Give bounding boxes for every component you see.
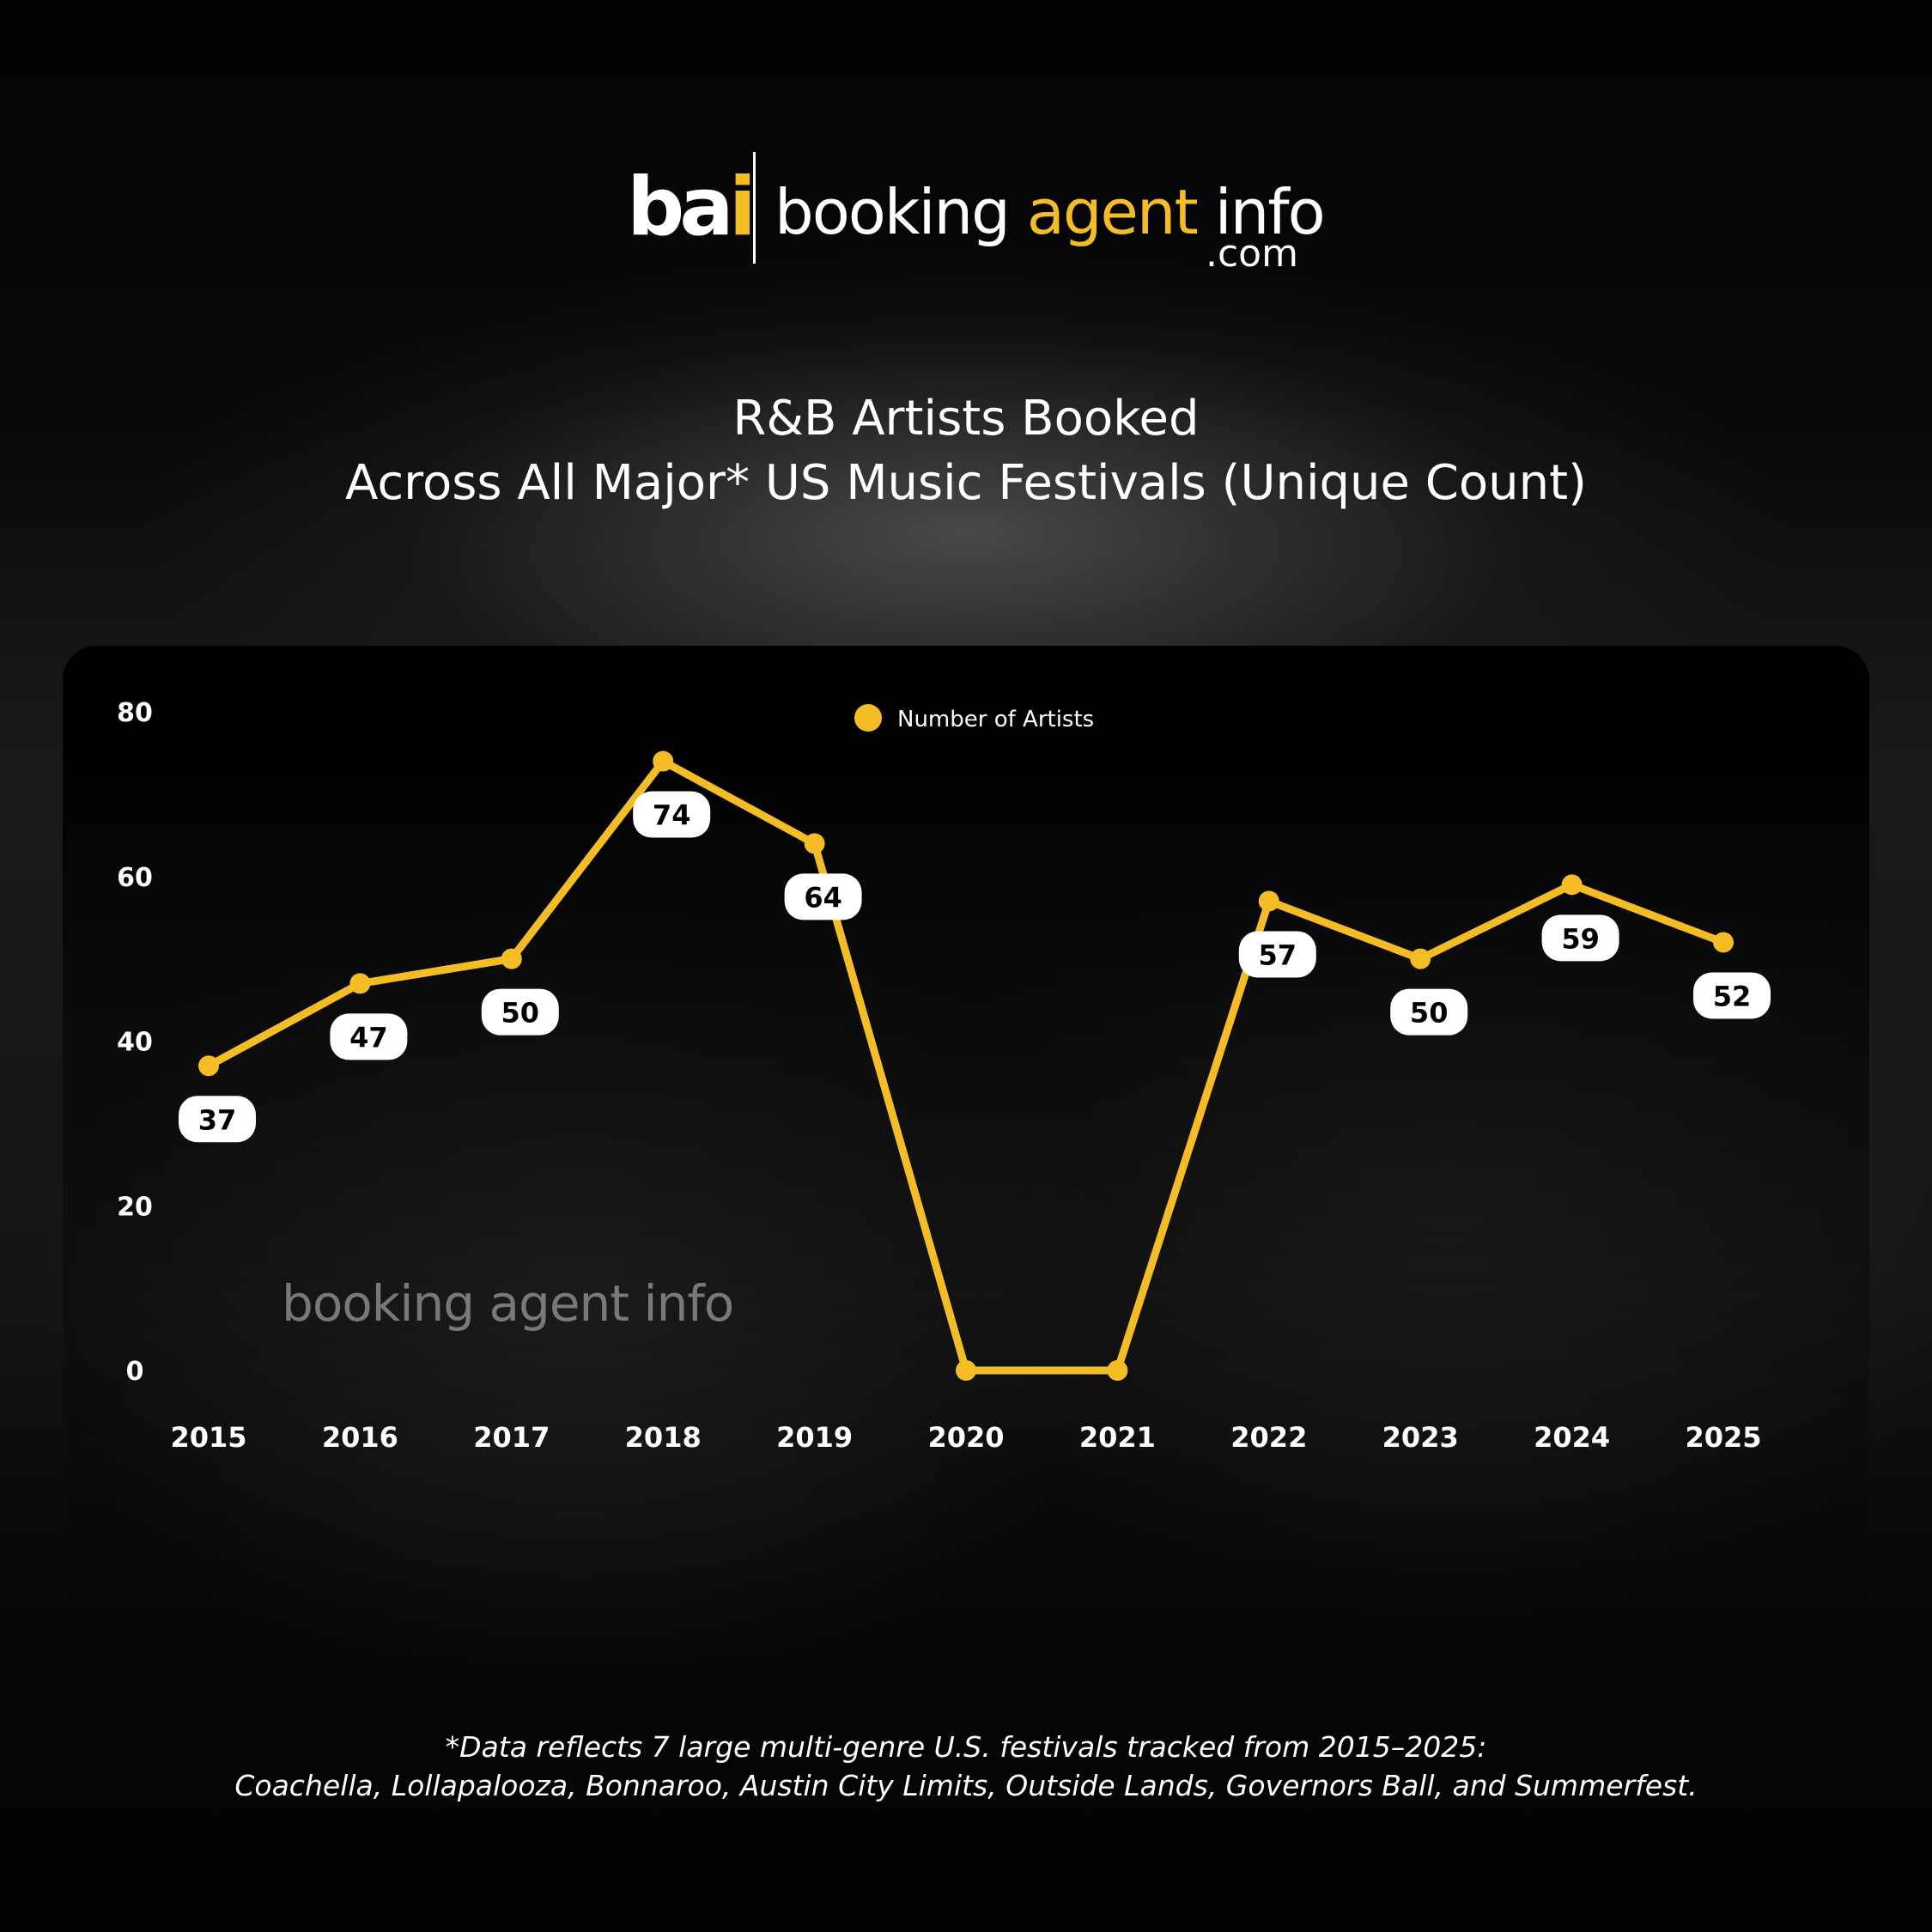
x-tick-label: 2023 [1382, 1421, 1459, 1454]
data-point [804, 833, 825, 854]
data-label-box [481, 988, 559, 1036]
y-tick-label: 60 [117, 863, 153, 893]
logo-word-agent: agent [1026, 176, 1199, 248]
x-tick-label: 2018 [625, 1421, 702, 1454]
x-tick-label: 2021 [1079, 1421, 1156, 1454]
x-tick-label: 2020 [927, 1421, 1004, 1454]
data-label-box [1238, 931, 1316, 978]
data-label: 47 [349, 1021, 388, 1054]
x-tick-label: 2019 [776, 1421, 853, 1454]
chart-title-line2: Across All Major* US Music Festivals (Un… [345, 455, 1587, 511]
data-label: 59 [1561, 922, 1600, 955]
data-label: 50 [501, 997, 540, 1030]
logo-word-info: info [1196, 176, 1326, 248]
data-label-box [1390, 988, 1468, 1036]
data-label-box [1693, 972, 1771, 1019]
x-tick-label: 2016 [322, 1421, 398, 1454]
data-label-box [633, 791, 711, 838]
data-point [1713, 932, 1734, 953]
data-point [1410, 948, 1431, 969]
data-label-box [179, 1096, 256, 1143]
data-point [501, 948, 522, 969]
data-label-box [784, 873, 862, 920]
data-point [1561, 874, 1583, 896]
y-tick-label: 0 [126, 1357, 144, 1387]
chart-panel [63, 646, 1869, 1616]
logo-domain: .com [1206, 232, 1298, 276]
data-point [653, 750, 674, 772]
y-tick-label: 20 [117, 1192, 153, 1222]
x-tick-label: 2017 [473, 1421, 550, 1454]
x-tick-label: 2015 [170, 1421, 246, 1454]
data-label: 74 [653, 799, 691, 832]
logo-wordmark: booking agent info [775, 176, 1326, 248]
data-point [1258, 890, 1279, 912]
data-point [198, 1055, 219, 1077]
legend-label: Number of Artists [897, 707, 1094, 732]
data-label-box [1541, 914, 1619, 962]
watermark-text: booking agent info [282, 1274, 733, 1333]
x-tick-label: 2022 [1230, 1421, 1307, 1454]
logo-mark-left: ba [627, 161, 734, 254]
logo-divider [753, 152, 756, 264]
legend-marker [854, 704, 882, 732]
footnote-line1: *Data reflects 7 large multi-genre U.S. … [445, 1730, 1487, 1764]
logo-word-booking: booking [775, 176, 1027, 248]
data-point [349, 973, 371, 994]
footnote-line2: Coachella, Lollapalooza, Bonnaroo, Austi… [234, 1769, 1698, 1802]
data-label: 37 [198, 1103, 237, 1136]
y-tick-label: 40 [117, 1028, 153, 1058]
chart-title-line1: R&B Artists Booked [732, 391, 1200, 447]
data-label: 64 [804, 881, 842, 914]
data-label: 57 [1259, 939, 1297, 972]
data-point [956, 1360, 976, 1381]
x-tick-label: 2025 [1685, 1421, 1761, 1454]
y-tick-label: 80 [117, 698, 153, 728]
brand-logo[interactable]: bai booking agent info .com [627, 150, 1331, 279]
data-label: 52 [1713, 980, 1752, 1012]
x-tick-label: 2024 [1534, 1421, 1610, 1454]
data-label-box [330, 1013, 408, 1060]
data-point [1107, 1360, 1128, 1381]
data-label: 50 [1410, 997, 1449, 1030]
